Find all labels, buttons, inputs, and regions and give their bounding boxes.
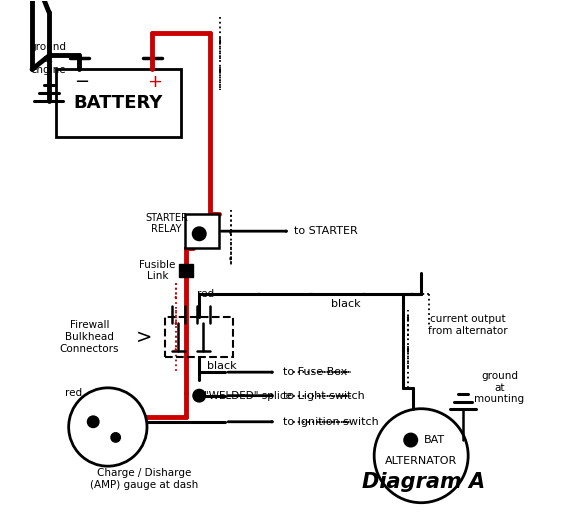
- Text: red: red: [196, 289, 214, 299]
- Text: black: black: [331, 299, 360, 309]
- Text: Diagram A: Diagram A: [362, 472, 486, 492]
- Circle shape: [192, 227, 206, 240]
- Text: ALTERNATOR: ALTERNATOR: [385, 456, 457, 466]
- Text: >: >: [136, 328, 153, 347]
- Text: "WELDED" splice: "WELDED" splice: [204, 391, 293, 401]
- Text: red: red: [65, 388, 82, 398]
- Circle shape: [111, 433, 120, 442]
- Circle shape: [69, 388, 147, 466]
- Text: +: +: [147, 74, 162, 91]
- Text: black: black: [207, 361, 237, 371]
- Text: STARTER
RELAY: STARTER RELAY: [145, 213, 188, 234]
- Text: ground
at
engine: ground at engine: [29, 42, 66, 76]
- Text: BATTERY: BATTERY: [74, 94, 163, 112]
- Text: to STARTER: to STARTER: [294, 226, 358, 236]
- Text: Firewall
Bulkhead
Connectors: Firewall Bulkhead Connectors: [60, 320, 119, 353]
- Bar: [165, 317, 233, 356]
- Circle shape: [88, 416, 99, 427]
- Text: to Fuse Box: to Fuse Box: [283, 367, 347, 377]
- Text: to Light switch: to Light switch: [283, 391, 365, 401]
- Text: Charge / Disharge
(AMP) gauge at dash: Charge / Disharge (AMP) gauge at dash: [90, 468, 199, 490]
- Bar: [56, 69, 181, 137]
- Bar: [179, 264, 193, 277]
- Text: to Ignition switch: to Ignition switch: [283, 417, 378, 427]
- Circle shape: [193, 390, 206, 402]
- Bar: [185, 214, 218, 248]
- Circle shape: [374, 409, 468, 503]
- Text: Fusible
Link: Fusible Link: [139, 259, 176, 281]
- Text: −: −: [74, 74, 89, 91]
- Text: ground
at
mounting: ground at mounting: [475, 371, 525, 404]
- Circle shape: [404, 433, 418, 447]
- Text: current output
from alternator: current output from alternator: [429, 314, 508, 336]
- Text: BAT: BAT: [424, 435, 445, 445]
